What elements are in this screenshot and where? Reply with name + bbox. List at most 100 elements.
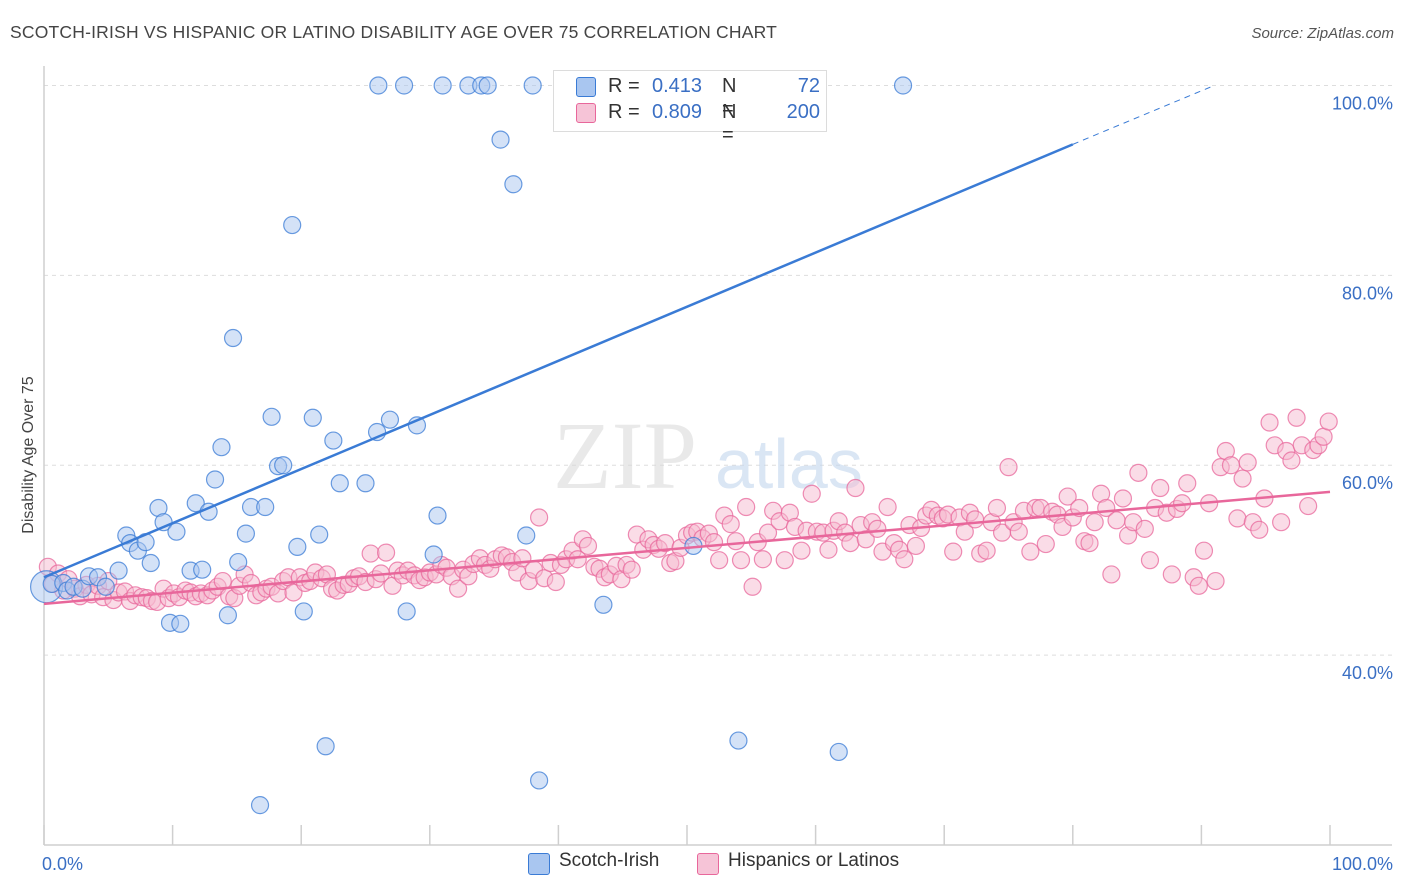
data-point [167,522,186,541]
data-point [704,533,724,552]
data-point [262,407,281,426]
tick-labels: 40.0% 60.0% 80.0% 100.0% 0.0% 100.0% [42,93,1393,874]
data-point [856,530,875,549]
data-point [753,550,772,569]
data-point [802,484,821,503]
data-point [330,474,349,493]
data-point [1107,511,1126,530]
x-tick-label: 100.0% [1332,854,1393,874]
data-point [186,494,205,513]
data-point [250,796,270,815]
data-point [1102,565,1121,584]
n-value: 200 [786,101,820,123]
data-point [109,561,128,580]
data-point [1178,474,1197,493]
r-value: 0.413 [652,75,703,97]
pink-swatch-icon [697,853,719,875]
y-tick-label: 60.0% [1342,473,1393,493]
y-axis-label: Disability Age Over 75 [20,376,37,534]
series-scotch-irish-points [29,76,913,815]
data-point [819,540,838,559]
data-point [213,571,232,591]
data-point [737,497,756,517]
data-point [1260,413,1279,432]
data-point [394,76,414,95]
blue-swatch-icon [576,77,596,97]
data-point [1319,412,1338,431]
data-point [428,506,447,525]
data-point [424,545,443,564]
data-point [356,474,375,493]
data-point [721,515,740,534]
data-point [530,508,549,527]
data-point [397,602,416,621]
grid-lines [44,84,1392,656]
pink-swatch-icon [576,103,596,123]
data-point [977,541,996,560]
data-point [731,551,751,570]
trend-line-scotch-irish [43,143,1074,579]
data-point [369,76,388,95]
data-point [743,577,762,596]
data-point [433,76,452,95]
r-label: R = [608,101,640,123]
chart-source: Source: ZipAtlas.com [1251,25,1394,42]
data-point [530,771,549,790]
data-point [523,76,542,95]
data-point [1135,519,1154,538]
trend-line-hispanics [43,490,1331,606]
data-point [578,536,598,556]
data-point [1189,576,1208,595]
axes [43,66,1392,846]
data-point [324,431,343,450]
data-point [303,408,322,427]
data-point [1151,478,1170,498]
data-point [96,577,115,596]
data-point [1233,469,1252,488]
x-tick-label: 0.0% [42,854,83,874]
data-point [726,532,745,551]
data-point [376,543,396,562]
data-point [294,602,313,621]
data-point [878,497,897,517]
data-point [906,536,926,556]
data-point [846,478,865,498]
data-point [1228,509,1247,528]
data-point [1221,456,1241,475]
data-point [775,551,794,570]
data-point [256,497,275,517]
data-point [1129,463,1148,482]
n-value: 72 [797,75,820,97]
chart-title: SCOTCH-IRISH VS HISPANIC OR LATINO DISAB… [10,22,778,42]
data-point [223,328,243,348]
trend-line-extension [1072,85,1215,145]
data-point [212,438,231,457]
legend-label: Hispanics or Latinos [728,850,900,871]
data-point [205,470,225,489]
data-point [1250,520,1269,539]
stats-legend: R = 0.413 N = 72 R = 0.809 N = 200 [553,70,827,146]
r-value: 0.809 [652,101,703,123]
data-point [141,553,160,573]
data-point [1140,551,1160,570]
data-point [792,541,811,560]
data-point [1299,496,1318,516]
data-point [1238,453,1257,472]
blue-swatch-icon [528,853,550,875]
data-point [229,552,248,572]
data-point [171,614,190,633]
series-hispanics-points [38,408,1338,612]
data-point [1036,534,1055,554]
data-point [1080,533,1099,553]
y-tick-label: 80.0% [1342,283,1393,303]
data-point [829,742,848,762]
data-point [1282,451,1301,470]
data-point [193,560,212,579]
data-point [841,533,860,553]
data-point [504,175,523,194]
data-point [868,519,887,538]
data-point [944,542,963,561]
data-point [1058,487,1077,506]
data-point [729,731,748,750]
